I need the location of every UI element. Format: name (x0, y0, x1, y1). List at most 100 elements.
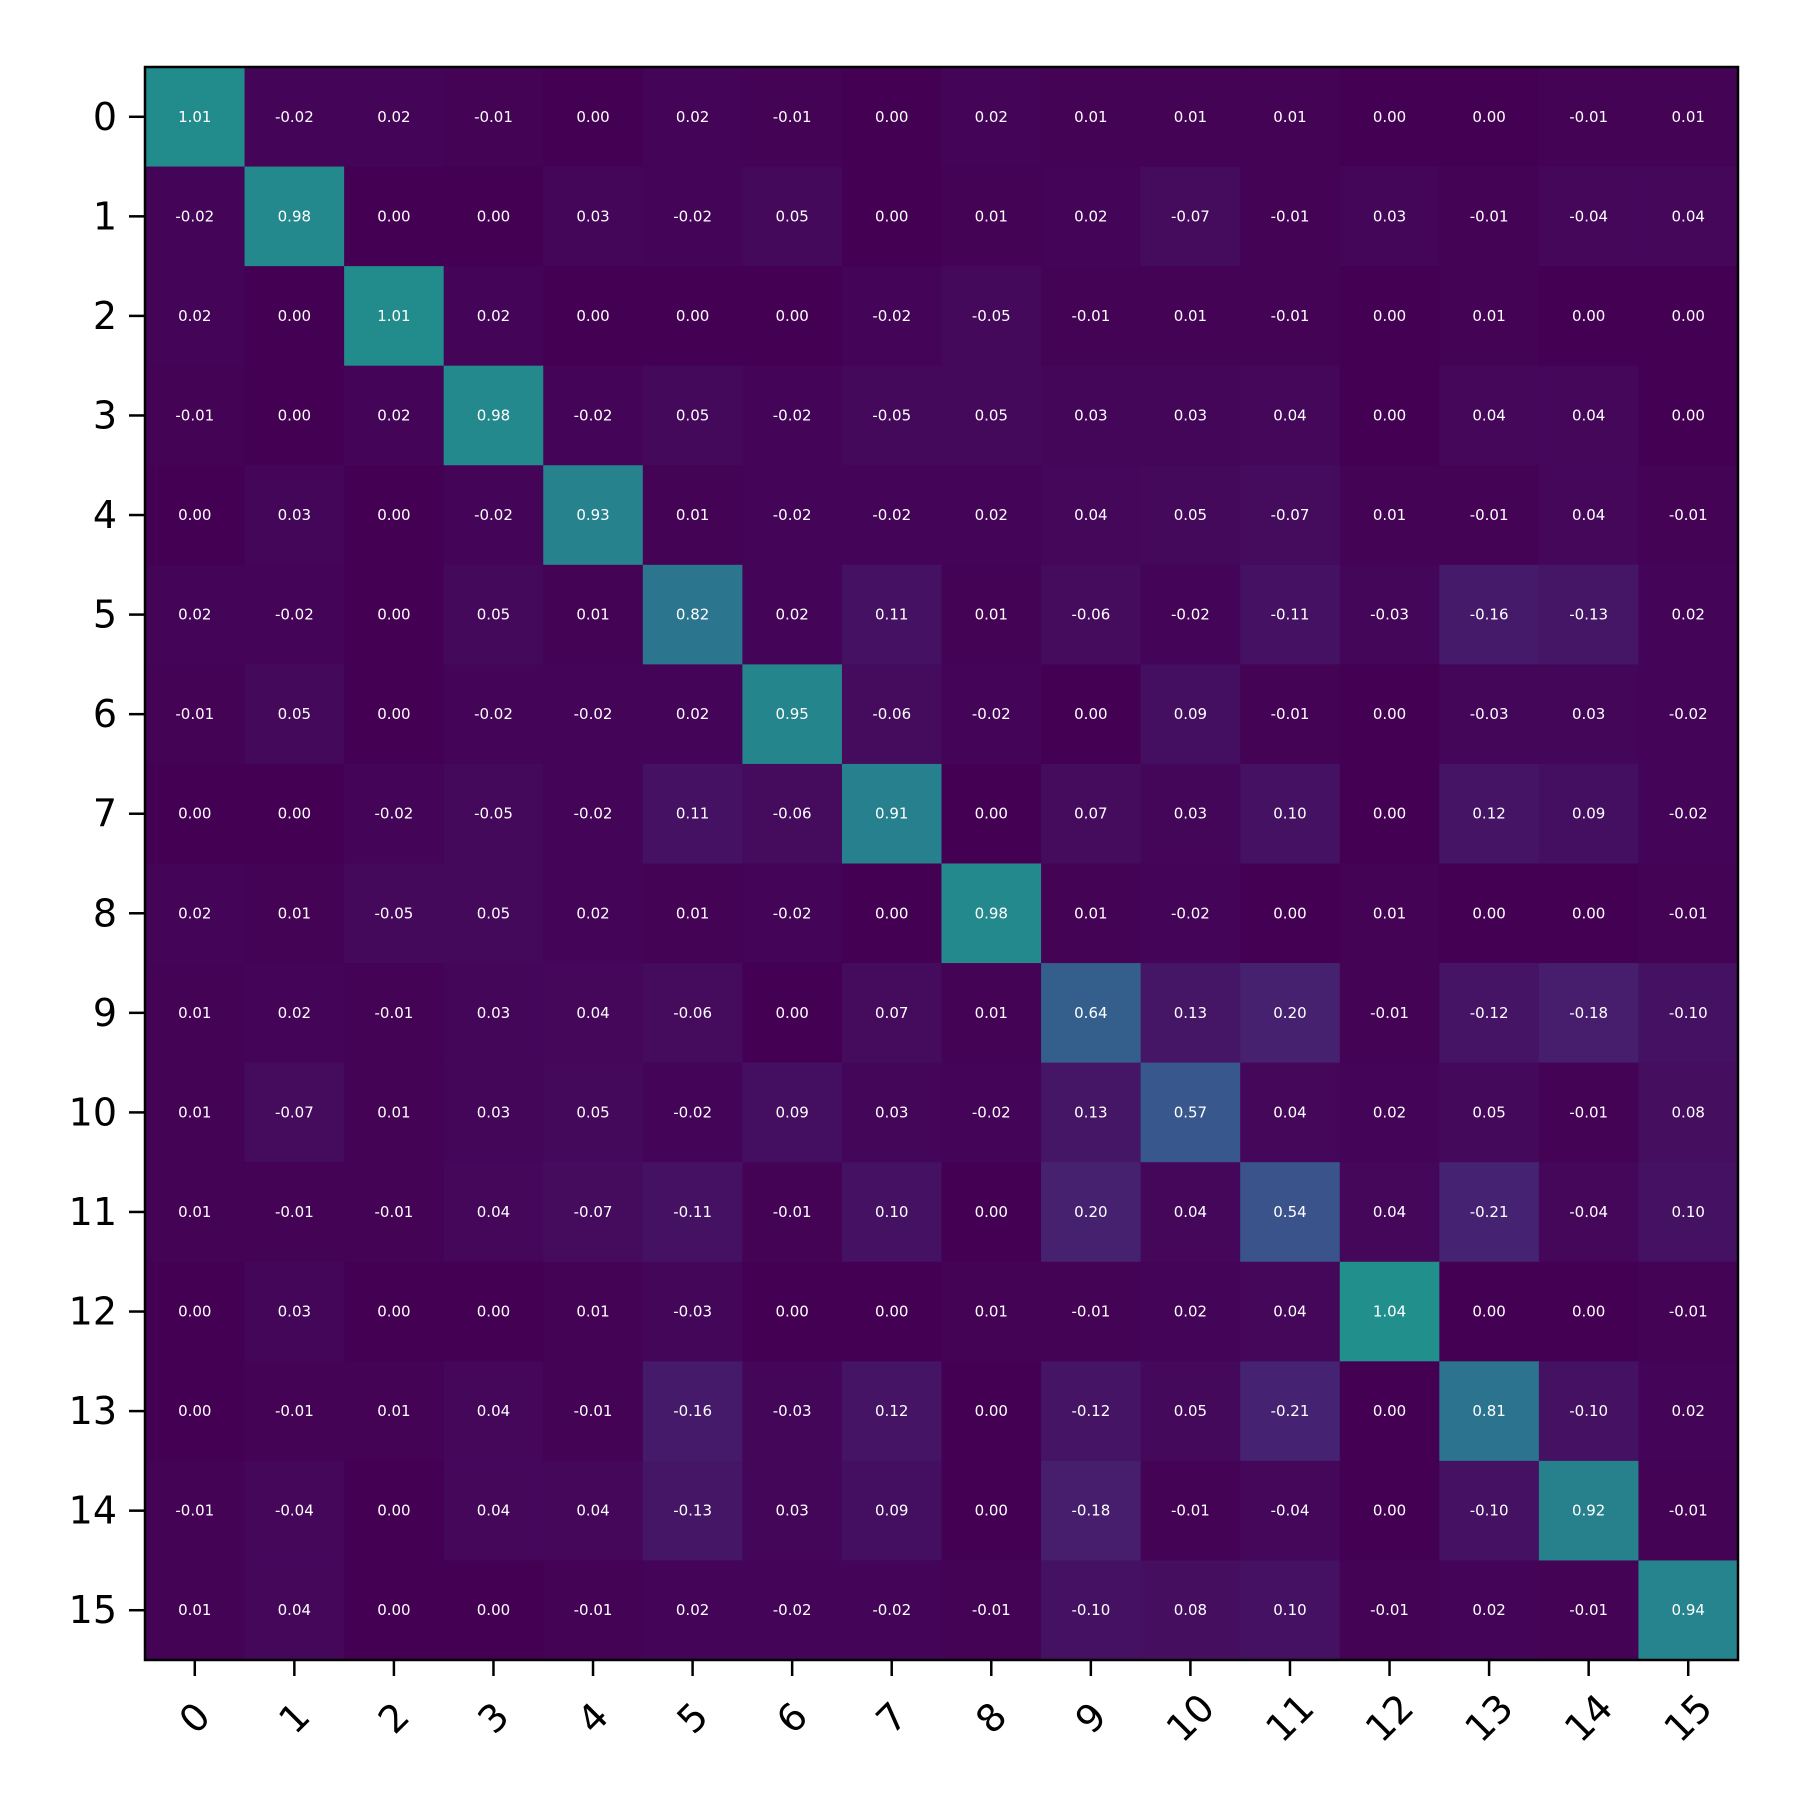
heatmap-cell (1638, 564, 1739, 665)
heatmap-cell (642, 1062, 743, 1163)
heatmap-cell (1140, 863, 1241, 964)
heatmap-cell (941, 963, 1042, 1064)
heatmap-cell (1240, 963, 1341, 1064)
heatmap-cell (642, 266, 743, 367)
heatmap-cell (1638, 1062, 1739, 1163)
heatmap-cell (244, 1560, 345, 1661)
heatmap-cell-label: -0.10 (1071, 1601, 1110, 1619)
heatmap-cell (443, 365, 544, 466)
heatmap-cell (443, 763, 544, 864)
heatmap-cell (1339, 1560, 1440, 1661)
heatmap-cell-label: -0.04 (1569, 1203, 1608, 1221)
heatmap-cell-label: -0.02 (474, 506, 513, 524)
heatmap-cell (1041, 1460, 1142, 1561)
heatmap-cell (145, 664, 246, 765)
heatmap-cell (1538, 1261, 1639, 1362)
heatmap-cell-label: 0.64 (1074, 1004, 1107, 1022)
heatmap-cell-label: -0.01 (1669, 904, 1708, 922)
heatmap-cell-label: -0.02 (275, 108, 314, 126)
heatmap-cell-label: 0.01 (676, 904, 709, 922)
heatmap-cell-label: 0.00 (676, 307, 709, 325)
heatmap-cell-label: 0.00 (1273, 904, 1306, 922)
heatmap-cell (244, 1361, 345, 1462)
heatmap-cell (344, 763, 445, 864)
heatmap-cell-label: 0.00 (1472, 1303, 1505, 1321)
heatmap-cell (1439, 67, 1540, 168)
heatmap-cell-label: 0.05 (477, 606, 510, 624)
heatmap-cell-label: -0.02 (175, 207, 214, 225)
heatmap-cell-label: -0.13 (1569, 606, 1608, 624)
heatmap-cell (145, 863, 246, 964)
heatmap-cell (244, 166, 345, 267)
x-tick-label: 8 (967, 1694, 1015, 1742)
heatmap-cell-label: 0.00 (1572, 1303, 1605, 1321)
heatmap-cell (1339, 1162, 1440, 1263)
heatmap-cell-label: -0.01 (1271, 705, 1310, 723)
heatmap-cell-label: 0.00 (875, 904, 908, 922)
x-tick-label: 14 (1556, 1685, 1621, 1750)
heatmap-cell-label: 0.04 (1572, 506, 1605, 524)
heatmap-cell (1538, 963, 1639, 1064)
heatmap-cell-label: 0.01 (178, 1103, 211, 1121)
heatmap-cell-label: -0.01 (1669, 1502, 1708, 1520)
heatmap-cell-label: 0.03 (477, 1004, 510, 1022)
heatmap-cell-label: 0.03 (278, 1303, 311, 1321)
heatmap-cell-label: 0.02 (676, 705, 709, 723)
y-tick-label: 0 (93, 95, 117, 139)
heatmap-cell (1538, 465, 1639, 566)
heatmap-cell (1140, 1560, 1241, 1661)
heatmap-cell-label: 0.02 (775, 606, 808, 624)
heatmap-cell (1439, 1560, 1540, 1661)
heatmap-cell-label: -0.03 (673, 1303, 712, 1321)
heatmap-cell (1339, 1062, 1440, 1163)
x-axis: 0 1 2 3 4 5 6 7 8 9 10 11 12 13 14 15 (171, 1660, 1721, 1751)
heatmap-cell (1339, 1261, 1440, 1362)
heatmap-cell-label: 0.03 (278, 506, 311, 524)
heatmap-cell-label: 0.00 (1373, 307, 1406, 325)
heatmap-cell (1240, 564, 1341, 665)
heatmap-cell-label: -0.07 (275, 1103, 314, 1121)
heatmap-cell-label: 0.20 (1273, 1004, 1306, 1022)
heatmap-cell (1439, 763, 1540, 864)
heatmap-cell-label: 0.01 (178, 1601, 211, 1619)
heatmap-cell-label: -0.01 (1470, 207, 1509, 225)
heatmap-cell (642, 564, 743, 665)
y-tick-label: 7 (93, 792, 117, 836)
heatmap-cell (841, 863, 942, 964)
heatmap-cell-label: 0.07 (875, 1004, 908, 1022)
heatmap-cell-label: 0.00 (278, 307, 311, 325)
heatmap-cell-label: 0.12 (875, 1402, 908, 1420)
heatmap-cell (1240, 365, 1341, 466)
y-tick-label: 14 (69, 1489, 117, 1533)
y-tick-label: 13 (69, 1389, 117, 1433)
heatmap-cell (145, 1361, 246, 1462)
heatmap-cell-label: 0.02 (1672, 606, 1705, 624)
heatmap-cell (1439, 564, 1540, 665)
heatmap-cell-label: 0.05 (1174, 1402, 1207, 1420)
heatmap-cell (344, 664, 445, 765)
heatmap-cell-label: -0.04 (1271, 1502, 1310, 1520)
heatmap-cell (443, 1261, 544, 1362)
heatmap-cell-label: 1.01 (178, 108, 211, 126)
heatmap-cell (344, 166, 445, 267)
heatmap-cell (1538, 266, 1639, 367)
heatmap-cell (941, 465, 1042, 566)
heatmap-cell (1638, 1261, 1739, 1362)
heatmap-cell-label: 0.01 (1074, 904, 1107, 922)
heatmap-cell-label: -0.01 (574, 1601, 613, 1619)
heatmap-cell (1041, 763, 1142, 864)
heatmap-cell-label: -0.03 (773, 1402, 812, 1420)
heatmap-cell (742, 166, 843, 267)
heatmap-cell-label: -0.02 (574, 805, 613, 823)
heatmap-cell (145, 1261, 246, 1362)
heatmap-cell-label: -0.01 (1470, 506, 1509, 524)
heatmap-cell-label: -0.16 (673, 1402, 712, 1420)
heatmap-cell-label: 0.00 (775, 1004, 808, 1022)
heatmap-cell-label: 0.05 (975, 406, 1008, 424)
heatmap-cell (1439, 266, 1540, 367)
heatmap-cell (1439, 365, 1540, 466)
heatmap-cell (443, 863, 544, 964)
heatmap-cell (543, 763, 644, 864)
heatmap-cell-label: -0.02 (872, 506, 911, 524)
